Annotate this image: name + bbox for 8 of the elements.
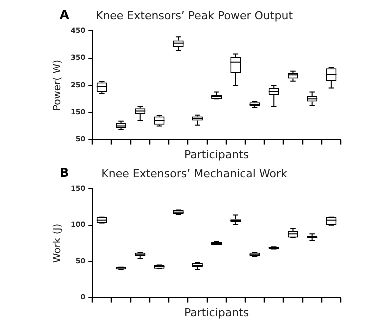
x-axis-title: Participants [184, 148, 250, 162]
text: B [60, 166, 70, 180]
y-axis-title: Power( W) [52, 60, 64, 112]
chart-title: Knee Extensors’ Peak Power Output [96, 9, 294, 22]
text: A [60, 8, 70, 22]
x-axis-title: Participants [184, 306, 250, 320]
chart-title: Knee Extensors’ Mechanical Work [102, 167, 288, 180]
y-axis-title: Work (J) [52, 224, 64, 264]
